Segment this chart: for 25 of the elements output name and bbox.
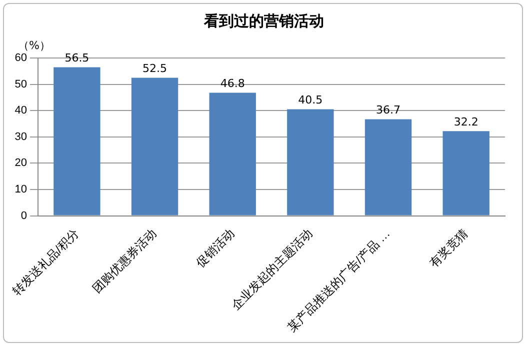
bar	[209, 92, 256, 216]
y-tick-label: 10	[14, 184, 28, 196]
bar	[54, 67, 100, 216]
bar	[364, 119, 412, 216]
data-label: 36.7	[376, 104, 401, 117]
y-axis-title: （%）	[18, 38, 50, 53]
y-tick-label: 50	[14, 78, 28, 90]
data-label: 52.5	[142, 62, 168, 76]
y-tick-label: 30	[14, 130, 28, 143]
y-tick-label: 20	[14, 157, 28, 170]
bar	[442, 131, 490, 216]
data-label: 46.8	[220, 77, 245, 90]
x-tick-label: 团购优惠券活动	[90, 226, 160, 296]
y-tick-label: 60	[14, 52, 28, 64]
bar	[131, 78, 178, 216]
y-tick-label: 0	[20, 210, 28, 222]
x-tick-label: 促销活动	[193, 226, 238, 270]
data-label: 56.5	[64, 52, 90, 65]
x-tick-label: 转发送礼品/积分	[10, 226, 82, 298]
x-tick-label: 有奖竞猜	[426, 226, 471, 270]
data-label: 32.2	[454, 115, 478, 128]
data-label: 40.5	[298, 94, 323, 107]
y-tick-label: 40	[14, 104, 28, 117]
chart-title: 看到过的营销活动	[202, 12, 325, 31]
bar	[287, 109, 334, 216]
